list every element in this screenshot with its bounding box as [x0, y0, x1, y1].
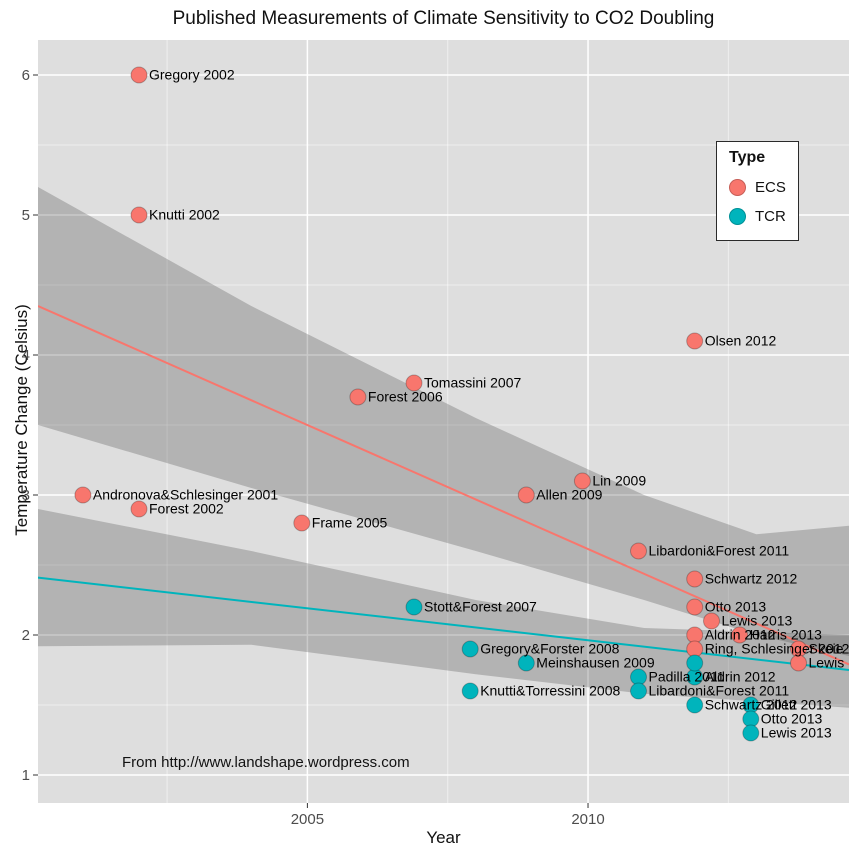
data-point-label: Skeie: [809, 641, 844, 657]
trend-line-tcr: [38, 576, 849, 671]
data-point-ecs: [703, 612, 720, 630]
data-point-label: Schwartz 2012: [705, 571, 798, 587]
plot-panel: [38, 40, 849, 803]
y-axis-tick-label: 4: [22, 347, 30, 364]
data-point-labels: Andronova&Schlesinger 2001 Gregory 2002 Kn…: [93, 67, 850, 741]
data-point-label: Tomassini 2007: [424, 375, 521, 391]
data-point-label: Andronova&Schlesinger 2001: [93, 487, 278, 503]
data-point-label: Frame 2005: [312, 515, 388, 531]
data-point-label: Stott&Forest 2007: [424, 599, 537, 615]
data-point-label: Knutti 2002: [149, 207, 220, 223]
data-point-label: Schwartz 2012: [705, 697, 798, 713]
data-point-label: Padilla 2011: [649, 669, 725, 685]
y-axis-tick-label: 6: [22, 67, 30, 84]
data-point-label: Lewis 2013: [761, 725, 832, 741]
data-point-label: Otto 2013: [705, 599, 767, 615]
data-point-ecs: [130, 500, 148, 518]
axes: 2005 2010 1 2 3 4 5 6: [22, 67, 605, 828]
data-point-label: Otto 2013: [761, 711, 823, 727]
chart-title: Published Measurements of Climate Sensit…: [172, 8, 715, 29]
legend: Type ECS TCR: [716, 141, 799, 241]
y-axis-tick-label: 1: [22, 767, 30, 784]
data-point-label: Libardoni&Forest 2011: [649, 683, 790, 699]
data-point-ecs: [686, 570, 704, 588]
confidence-ribbon-ecs: [38, 187, 849, 656]
data-point-ecs: [74, 486, 92, 504]
confidence-ribbon-tcr: [38, 509, 849, 708]
source-annotation: From http://www.landshape.wordpress.com: [122, 754, 410, 771]
data-point-ecs: [686, 598, 704, 616]
data-point-tcr: [405, 598, 423, 616]
data-point-label: Ring, Schlesinger 2012: [705, 641, 850, 657]
data-point-label: Lin 2009: [592, 473, 646, 489]
x-axis-label: Year: [426, 828, 461, 847]
legend-label-ecs: ECS: [755, 179, 786, 196]
legend-item-tcr: TCR: [729, 202, 786, 231]
data-point-label: Aldrin 2012: [705, 627, 776, 643]
data-point-ecs: [130, 66, 148, 84]
data-point-tcr: [461, 640, 479, 658]
data-point-label: Harris 2013: [750, 627, 823, 643]
legend-title: Type: [729, 149, 766, 166]
data-point-label: Forest 2006: [368, 389, 443, 405]
data-point-tcr: [461, 682, 479, 700]
data-point-label: Gillett 2013: [761, 697, 832, 713]
y-axis-tick-label: 5: [22, 207, 30, 224]
data-point-label: Lewis 2013: [722, 613, 793, 629]
data-point-ecs: [630, 542, 647, 560]
data-point-tcr: [686, 654, 704, 672]
data-point-label: Libardoni&Forest 2011: [649, 543, 790, 559]
data-point-ecs: [686, 332, 704, 350]
data-point-ecs: [731, 626, 749, 644]
data-point-label: Olsen 2012: [705, 333, 777, 349]
data-point-ecs: [405, 374, 423, 392]
data-point-label: Aldrin 2012: [705, 669, 776, 685]
confidence-ribbons: [38, 187, 849, 708]
data-point-tcr: [686, 696, 704, 714]
x-axis-tick-label: 2010: [571, 811, 604, 828]
data-point-tcr: [742, 724, 760, 742]
data-point-label: Lewis: [809, 655, 845, 671]
data-point-ecs: [349, 388, 367, 406]
x-axis-tick-label: 2005: [291, 811, 324, 828]
data-point-label: Forest 2002: [149, 501, 224, 517]
data-point-ecs: [573, 472, 591, 490]
data-point-ecs: [130, 206, 148, 224]
data-point-label: Allen 2009: [536, 487, 602, 503]
legend-label-tcr: TCR: [755, 208, 786, 225]
trend-lines: [38, 305, 849, 671]
data-point-label: Meinshausen 2009: [536, 655, 655, 671]
data-point-ecs: [790, 654, 807, 672]
y-axis-tick-label: 3: [22, 487, 30, 504]
data-point-ecs: [293, 514, 311, 532]
data-points: [74, 66, 807, 742]
data-point-tcr: [517, 654, 535, 672]
data-point-tcr: [630, 682, 647, 700]
data-point-label: Gregory&Forster 2008: [480, 641, 619, 657]
ecs-point-icon: [729, 179, 746, 196]
y-axis-tick-label: 2: [22, 627, 30, 644]
data-point-label: Knutti&Torressini 2008: [480, 683, 620, 699]
data-point-ecs: [517, 486, 535, 504]
data-point-label: Gregory 2002: [149, 67, 235, 83]
legend-item-ecs: ECS: [729, 173, 786, 202]
tcr-point-icon: [729, 208, 746, 225]
gridlines: [38, 40, 849, 803]
trend-line-ecs: [38, 305, 849, 666]
